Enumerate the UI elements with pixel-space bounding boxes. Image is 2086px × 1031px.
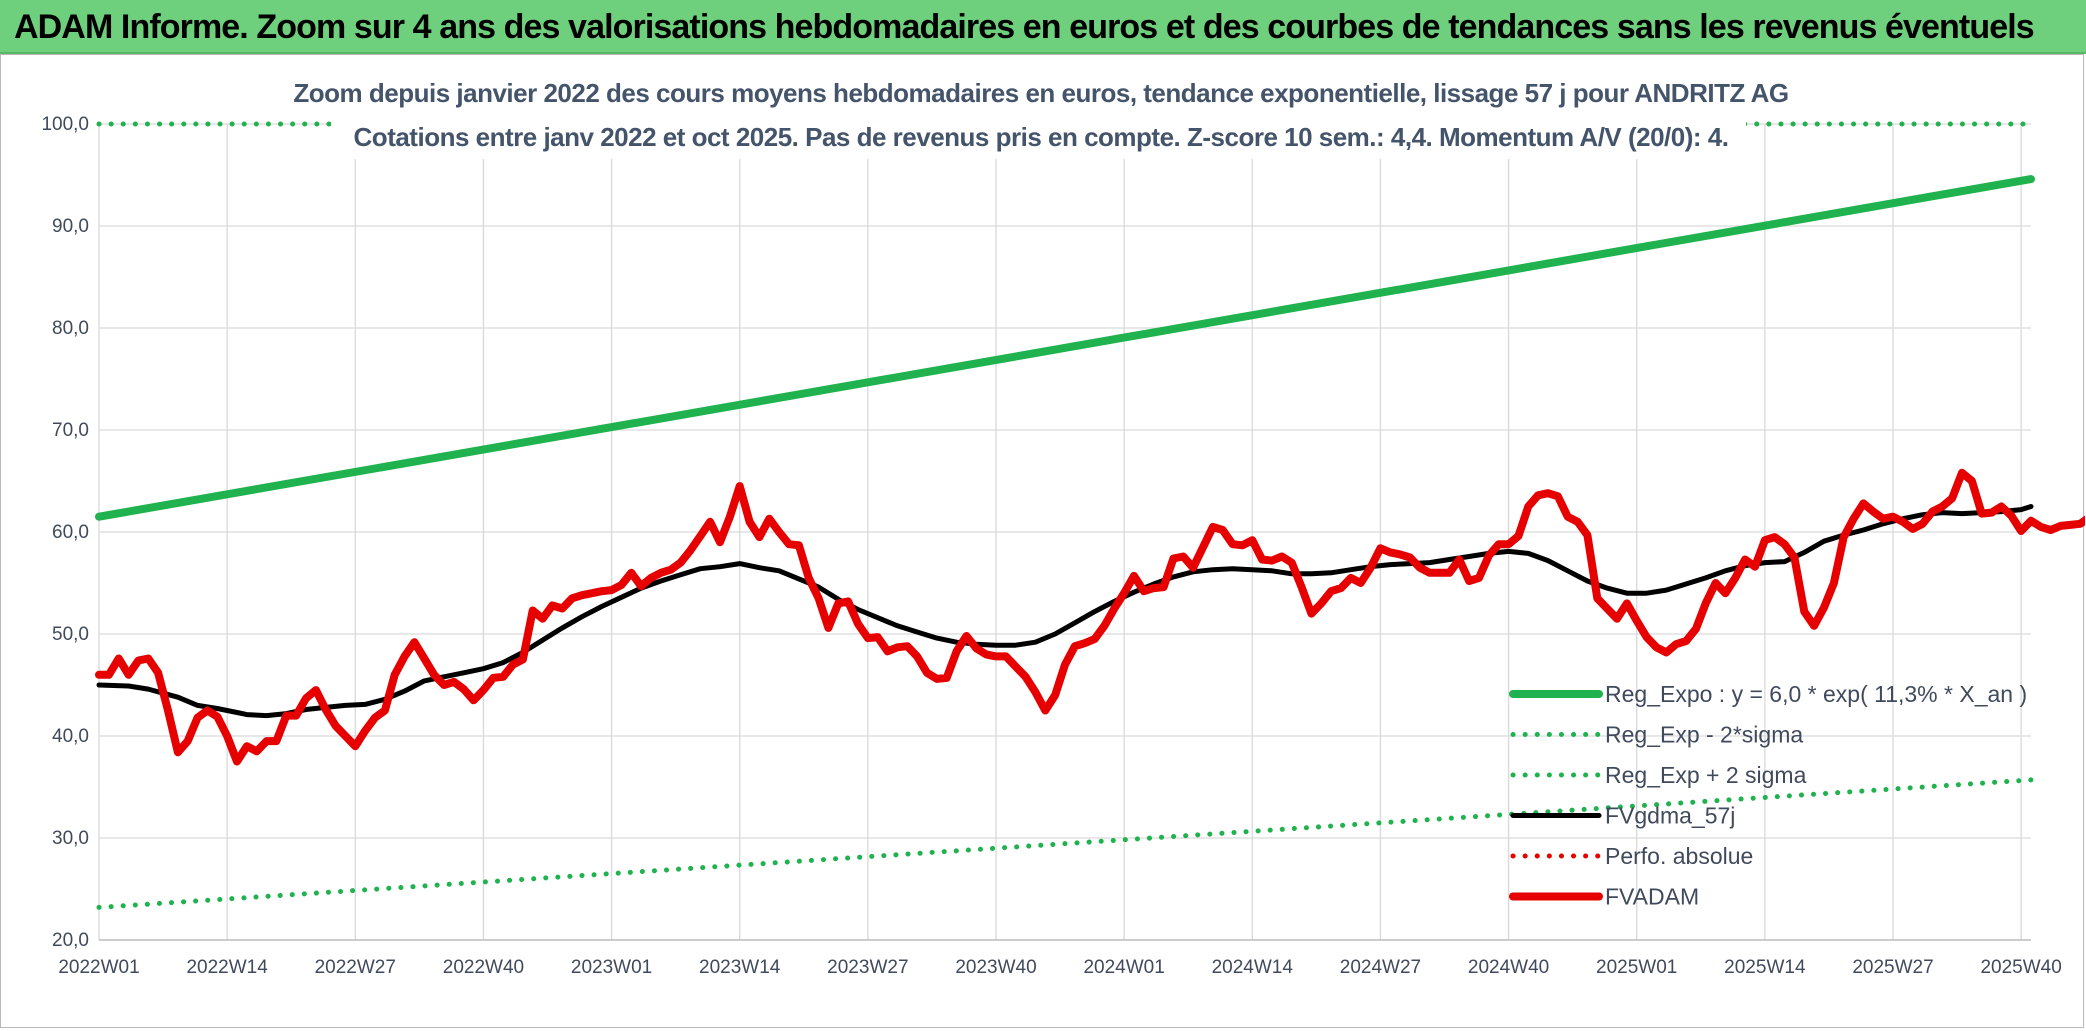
y-tick-label: 30,0 bbox=[52, 828, 89, 849]
y-tick-label: 80,0 bbox=[52, 318, 89, 339]
x-tick-label: 2022W40 bbox=[443, 957, 524, 978]
chart-frame: Zoom depuis janvier 2022 des cours moyen… bbox=[0, 54, 2085, 1028]
legend: Reg_Expo : y = 6,0 * exp( 11,3% * X_an )… bbox=[1509, 681, 2027, 910]
series-line-0 bbox=[95, 175, 2035, 521]
y-tick-label: 40,0 bbox=[52, 726, 89, 747]
chart: Zoom depuis janvier 2022 des cours moyen… bbox=[41, 73, 2085, 978]
y-tick-label: 20,0 bbox=[52, 930, 89, 951]
x-tick-label: 2024W40 bbox=[1468, 957, 1549, 978]
y-tick-label: 50,0 bbox=[52, 624, 89, 645]
x-tick-label: 2022W27 bbox=[315, 957, 396, 978]
axis-layer: 20,0 30,0 40,0 50,0 60,0 70,0 80,0 90,0 100,0 202… bbox=[41, 114, 2061, 978]
series-line-1 bbox=[96, 777, 2034, 910]
x-tick-label: 2024W14 bbox=[1212, 957, 1294, 978]
x-tick-label: 2023W01 bbox=[571, 957, 652, 978]
legend-label-0: Reg_Expo : y = 6,0 * exp( 11,3% * X_an ) bbox=[1605, 681, 2027, 707]
x-tick-label: 2024W27 bbox=[1340, 957, 1421, 978]
series-layer bbox=[95, 175, 2085, 766]
y-tick-label: 60,0 bbox=[52, 522, 89, 543]
x-tick-label: 2025W27 bbox=[1852, 957, 1933, 978]
band-layer bbox=[96, 121, 2034, 910]
legend-label-2: Reg_Exp + 2 sigma bbox=[1605, 762, 1807, 788]
page-banner: ADAM Informe. Zoom sur 4 ans des valoris… bbox=[0, 0, 2086, 54]
chart-title: Zoom depuis janvier 2022 des cours moyen… bbox=[293, 78, 1788, 108]
x-tick-label: 2023W27 bbox=[827, 957, 908, 978]
y-tick-label: 90,0 bbox=[52, 216, 89, 237]
x-tick-label: 2024W01 bbox=[1083, 957, 1164, 978]
page-title: ADAM Informe. Zoom sur 4 ans des valoris… bbox=[14, 8, 2035, 46]
y-tick-label: 100,0 bbox=[41, 114, 89, 135]
series-line-5 bbox=[95, 468, 2085, 766]
x-tick-label: 2025W40 bbox=[1980, 957, 2061, 978]
legend-label-4: Perfo. absolue bbox=[1605, 843, 1753, 869]
x-tick-label: 2022W14 bbox=[186, 957, 268, 978]
x-tick-label: 2023W14 bbox=[699, 957, 781, 978]
chart-title-block: Zoom depuis janvier 2022 des cours moyen… bbox=[293, 73, 1789, 159]
series-line-3 bbox=[96, 504, 2034, 719]
x-tick-label: 2025W14 bbox=[1724, 957, 1806, 978]
chart-subtitle: Cotations entre janv 2022 et oct 2025. P… bbox=[354, 122, 1729, 152]
chart-title-background bbox=[331, 73, 1746, 159]
legend-label-1: Reg_Exp - 2*sigma bbox=[1605, 722, 1803, 748]
x-tick-label: 2022W01 bbox=[58, 957, 139, 978]
x-tick-label: 2023W40 bbox=[955, 957, 1036, 978]
legend-label-5: FVADAM bbox=[1605, 884, 1699, 910]
x-tick-label: 2025W01 bbox=[1596, 957, 1677, 978]
legend-label-3: FVgdma_57j bbox=[1605, 803, 1735, 829]
y-tick-label: 70,0 bbox=[52, 420, 89, 441]
grid-layer bbox=[98, 123, 2031, 941]
